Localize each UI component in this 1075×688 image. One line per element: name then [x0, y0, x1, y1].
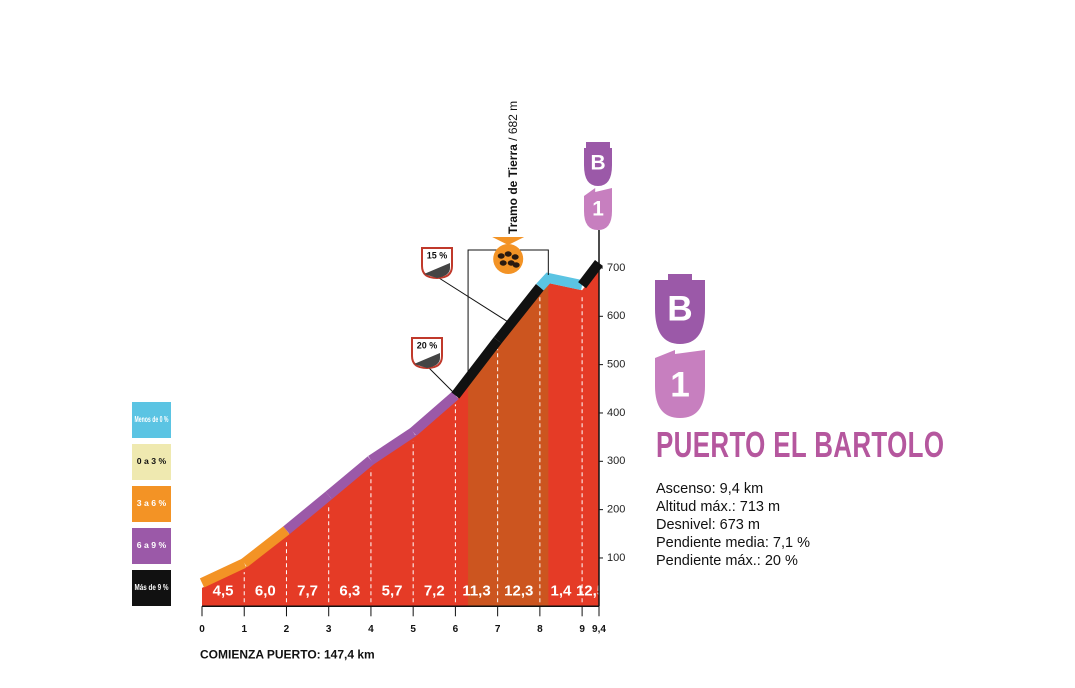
gradient-label: 4,5 [213, 582, 234, 599]
annotation-slope [414, 353, 440, 368]
stat-line: Ascenso: 9,4 km [656, 481, 764, 497]
y-tick-label: 100 [607, 552, 625, 564]
dirt-icon [493, 244, 524, 274]
annotation-pointer [428, 367, 456, 395]
legend-label: 3 a 6 % [137, 499, 166, 508]
x-tick-label: 4 [368, 624, 374, 635]
climb-name: PUERTO EL BARTOLO [656, 424, 945, 465]
category-badge [655, 350, 705, 418]
annotation-text: 20 % [417, 340, 438, 350]
dirt-icon [492, 237, 525, 245]
category-badge [655, 274, 705, 344]
x-tick-label: 5 [410, 624, 416, 635]
dirt-icon [499, 260, 507, 266]
x-tick-label: 0 [199, 624, 205, 635]
y-tick-label: 600 [607, 310, 625, 322]
gradient-label: 6,3 [339, 582, 360, 599]
legend-swatch [132, 528, 171, 564]
x-axis-label: COMIENZA PUERTO: 147,4 km [200, 647, 375, 661]
gradient-label: 5,7 [382, 582, 403, 599]
x-tick-label: 7 [495, 624, 501, 635]
category-badge-text: 1 [670, 365, 690, 404]
y-tick-label: 500 [607, 359, 625, 371]
gradient-cap [241, 526, 290, 568]
dirt-icon [504, 251, 512, 257]
dirt-icon [497, 253, 505, 259]
stats: Ascenso: 9,4 km Altitud máx.: 713 m Desniv… [656, 480, 956, 570]
stat-line: Desnivel: 673 m [656, 517, 760, 533]
gradient-label: 7,2 [424, 582, 445, 599]
legend-swatch [132, 486, 171, 522]
category-badge-text: 1 [592, 198, 604, 221]
gradient-label: 6,0 [255, 582, 276, 599]
gradient-label: 12,3 [504, 582, 533, 599]
category-badge-text: B [590, 152, 605, 175]
gradient-cap [493, 284, 544, 344]
gradient-cap [325, 456, 375, 500]
dirt-icon [511, 254, 519, 260]
gradient-cap [578, 259, 603, 289]
dirt-label-name: Tramo de Tierra [506, 144, 520, 234]
gradient-cap [283, 491, 332, 535]
x-tick-label: 9 [579, 624, 585, 635]
category-badge [584, 142, 612, 186]
legend-swatch [132, 570, 171, 606]
y-tick-label: 200 [607, 504, 625, 516]
annotation-pointer [438, 277, 511, 324]
stat-line: Pendiente máx.: 20 % [656, 553, 798, 569]
gradient-cap [536, 272, 584, 291]
x-tick-label: 6 [453, 624, 459, 635]
legend-label: 0 a 3 % [137, 457, 166, 466]
y-tick-label: 700 [607, 262, 625, 274]
dirt-section [468, 282, 549, 607]
gradient-label: 12,5 [576, 582, 605, 599]
x-tick-label: 1 [241, 624, 247, 635]
dirt-label: Tramo de Tierra / 682 m [506, 101, 520, 234]
legend-label: Más de 9 % [135, 583, 169, 592]
stat-line: Pendiente media: 7,1 % [656, 535, 810, 551]
dirt-label-altitude: / 682 m [506, 101, 520, 144]
gradient-label: 7,7 [297, 582, 318, 599]
gradient-cap [199, 558, 247, 588]
legend-label: Menos de 0 % [135, 415, 169, 424]
legend-label: 6 a 9 % [137, 541, 166, 550]
y-tick-label: 400 [607, 407, 625, 419]
legend-swatch [132, 444, 171, 480]
stat-line: Altitud máx.: 713 m [656, 499, 781, 515]
category-badge-text: B [667, 289, 692, 328]
x-tick-label: 2 [284, 624, 290, 635]
category-badge [584, 188, 612, 230]
dirt-icon [512, 262, 520, 268]
x-tick-label: 8 [537, 624, 543, 635]
x-tick-label: 3 [326, 624, 332, 635]
annotation-text: 15 % [427, 250, 448, 260]
annotation-slope [424, 263, 450, 278]
gradient-cap [451, 337, 502, 399]
x-tick-label: 9,4 [592, 624, 606, 635]
gradient-cap [409, 391, 459, 436]
gradient-cap [368, 427, 416, 465]
gradient-label: 11,3 [462, 582, 490, 599]
info-panel: PUERTO EL BARTOLO Ascenso: 9,4 km Altitud… [656, 424, 956, 570]
y-tick-label: 300 [607, 455, 625, 467]
gradient-label: 1,4 [551, 582, 573, 599]
legend-swatch [132, 402, 171, 438]
